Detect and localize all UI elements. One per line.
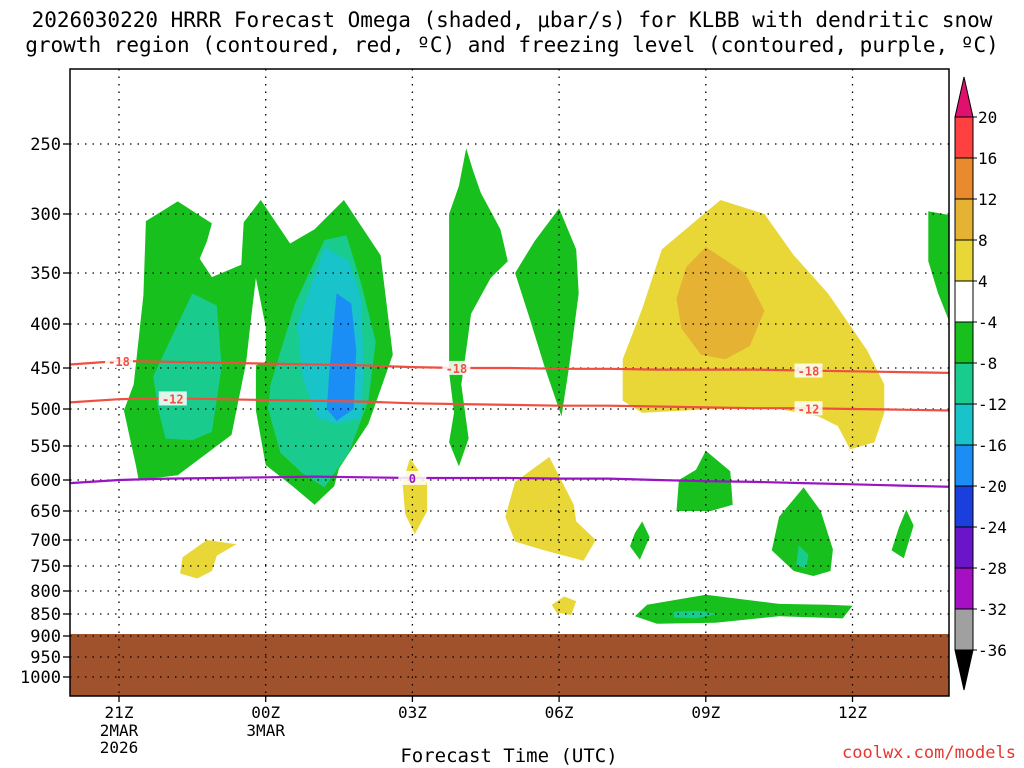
x-tick-sublabel: 2MAR [100, 721, 139, 740]
contour-label-bg [158, 391, 187, 406]
contour-label--12: -12 [162, 392, 184, 406]
colorbar-swatch [954, 239, 974, 282]
terrain-layer [70, 634, 949, 696]
colorbar-label: -12 [978, 395, 1007, 414]
contour-label-bg [794, 401, 823, 416]
x-tick-label: 21Z [105, 703, 134, 722]
y-tick-label: 450 [30, 359, 61, 379]
y-tick-label: 400 [30, 315, 61, 335]
x-tick-label: 00Z [251, 703, 280, 722]
colorbar-label: 20 [978, 108, 997, 127]
y-tick-label: 650 [30, 502, 61, 522]
x-tick-sublabel: 2026 [100, 738, 139, 757]
colorbar-label: 12 [978, 190, 997, 209]
omega-region-downward-moderate-1 [676, 247, 765, 360]
omega-shading-layer [123, 148, 949, 624]
contour-layer: -18 -18 -18 -12 -12 0 [70, 353, 949, 488]
colorbar-swatch [954, 321, 974, 364]
contour-label-0: 0 [409, 472, 416, 486]
plot-frame [69, 68, 950, 697]
contour-label-bg [442, 360, 471, 375]
y-tick-label: 800 [30, 582, 61, 602]
omega-region-upward-moderate-4 [674, 610, 718, 619]
colorbar-swatch [954, 362, 974, 405]
terrain-fill [70, 634, 949, 696]
y-tick-label: 1000 [20, 668, 61, 688]
colorbar-swatch [954, 280, 974, 323]
colorbar-swatch [954, 116, 974, 159]
y-tick-label: 950 [30, 648, 61, 668]
y-tick-label: 700 [30, 531, 61, 551]
y-axis: 2503003504004505005506006507007508008509… [20, 135, 70, 688]
colorbar-swatch [954, 157, 974, 200]
x-tick-label: 12Z [838, 703, 867, 722]
x-tick-label: 09Z [691, 703, 720, 722]
contour-label--18: -18 [108, 355, 130, 369]
omega-region-downward-weak-5 [551, 596, 577, 615]
contour-label--18: -18 [446, 362, 468, 376]
omega-region-upward-weak-2 [449, 148, 508, 467]
colorbar: 20 16 12 8 4 -4 -8 -12 -16 -20 -24 -28 -32 -36 [954, 76, 1007, 691]
omega-region-upward-weak-6 [630, 521, 650, 560]
contour-label-bg [794, 363, 823, 378]
colorbar-label: -36 [978, 641, 1007, 660]
y-tick-label: 250 [30, 135, 61, 155]
omega-region-upward-moderate-3 [796, 545, 809, 569]
colorbar-swatch [954, 526, 974, 569]
contour-label-bg [398, 470, 427, 485]
colorbar-label: -28 [978, 559, 1007, 578]
contour-label--18: -18 [798, 365, 820, 379]
x-tick-label: 03Z [398, 703, 427, 722]
y-tick-label: 600 [30, 471, 61, 491]
site-credit: coolwx.com/models [842, 743, 1016, 763]
colorbar-label: -8 [978, 354, 997, 373]
colorbar-label: 4 [978, 272, 988, 291]
y-tick-label: 300 [30, 205, 61, 225]
colorbar-label: -24 [978, 518, 1007, 537]
colorbar-label: -20 [978, 477, 1007, 496]
y-tick-label: 550 [30, 437, 61, 457]
colorbar-swatch [954, 444, 974, 487]
y-tick-label: 500 [30, 400, 61, 420]
colorbar-swatch [954, 403, 974, 446]
omega-region-upward-weak-7 [771, 487, 833, 576]
omega-region-upward-vstrong-1 [326, 293, 357, 421]
x-tick-sublabel: 3MAR [246, 721, 285, 740]
contour-label--12: -12 [798, 402, 820, 416]
x-axis-title: Forecast Time (UTC) [400, 745, 618, 767]
colorbar-label: -4 [978, 313, 997, 332]
colorbar-swatch [954, 485, 974, 528]
colorbar-over-arrow [954, 76, 974, 118]
colorbar-swatch [954, 567, 974, 610]
colorbar-under-arrow [954, 649, 974, 691]
omega-region-upward-weak-4 [928, 211, 949, 321]
y-tick-label: 900 [30, 627, 61, 647]
colorbar-swatch [954, 198, 974, 241]
omega-region-downward-weak-4 [505, 456, 596, 561]
chart-title-line-2: growth region (contoured, red, ºC) and f… [25, 33, 999, 57]
y-tick-label: 750 [30, 557, 61, 577]
omega-region-upward-weak-8 [891, 509, 914, 559]
omega-region-upward-weak-9 [634, 594, 853, 624]
colorbar-label: 8 [978, 231, 988, 250]
contour-line-0 [70, 475, 949, 488]
colorbar-label: 16 [978, 149, 997, 168]
colorbar-label: -32 [978, 600, 1007, 619]
omega-region-upward-weak-3 [515, 208, 579, 417]
y-tick-label: 850 [30, 605, 61, 625]
y-tick-label: 350 [30, 264, 61, 284]
omega-region-downward-weak-2 [180, 540, 237, 579]
omega-region-downward-weak-3 [402, 458, 428, 535]
contour-label-bg [105, 353, 133, 368]
chart-title: 2026030220 HRRR Forecast Omega (shaded, … [0, 8, 1024, 58]
chart-title-line-1: 2026030220 HRRR Forecast Omega (shaded, … [31, 8, 993, 32]
x-tick-label: 06Z [545, 703, 574, 722]
colorbar-swatch [954, 608, 974, 651]
colorbar-label: -16 [978, 436, 1007, 455]
